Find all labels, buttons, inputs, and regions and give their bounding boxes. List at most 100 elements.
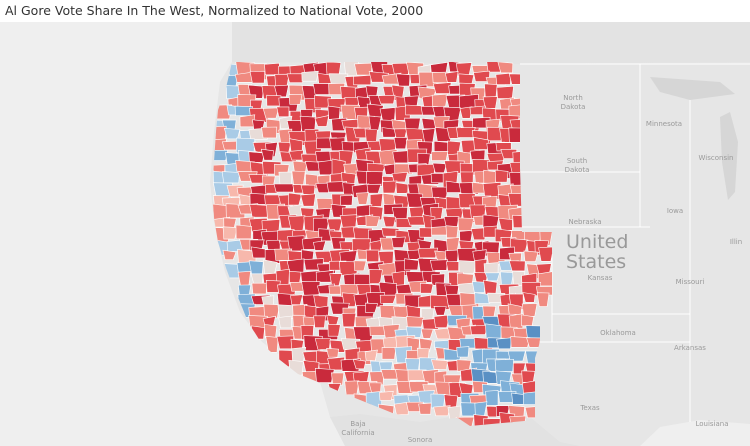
county-shape[interactable] <box>262 259 278 274</box>
county-shape[interactable] <box>278 171 293 186</box>
county-shape[interactable] <box>300 193 316 207</box>
county-shape[interactable] <box>344 380 360 396</box>
county-shape[interactable] <box>495 72 512 85</box>
county-shape[interactable] <box>459 230 473 242</box>
county-shape[interactable] <box>331 372 345 386</box>
county-shape[interactable] <box>340 194 353 206</box>
county-shape[interactable] <box>484 83 498 98</box>
county-shape[interactable] <box>471 281 486 293</box>
county-shape[interactable] <box>262 107 280 119</box>
county-shape[interactable] <box>470 324 489 335</box>
county-shape[interactable] <box>369 193 384 207</box>
county-shape[interactable] <box>327 105 341 120</box>
county-shape[interactable] <box>395 182 409 194</box>
county-shape[interactable] <box>406 192 424 208</box>
county-shape[interactable] <box>222 249 237 261</box>
county-shape[interactable] <box>286 73 305 83</box>
county-layer[interactable] <box>210 61 556 431</box>
county-shape[interactable] <box>430 294 451 310</box>
county-shape[interactable] <box>235 224 252 240</box>
county-shape[interactable] <box>273 183 294 193</box>
county-shape[interactable] <box>312 83 331 95</box>
map-view[interactable]: North Dakota Minnesota South Dakota Wisconsin… <box>0 22 750 446</box>
county-shape[interactable] <box>352 359 367 370</box>
county-shape[interactable] <box>366 183 382 194</box>
county-shape[interactable] <box>301 70 319 82</box>
county-shape[interactable] <box>314 115 330 127</box>
county-shape[interactable] <box>521 303 538 317</box>
county-shape[interactable] <box>432 162 447 174</box>
county-shape[interactable] <box>422 128 436 144</box>
county-shape[interactable] <box>264 62 280 76</box>
county-shape[interactable] <box>538 246 554 262</box>
county-shape[interactable] <box>379 294 397 304</box>
county-shape[interactable] <box>356 192 370 205</box>
county-shape[interactable] <box>327 323 341 337</box>
county-shape[interactable] <box>508 260 526 272</box>
county-shape[interactable] <box>393 401 410 415</box>
county-shape[interactable] <box>521 370 536 383</box>
county-shape[interactable] <box>260 148 274 161</box>
county-shape[interactable] <box>431 150 449 161</box>
county-shape[interactable] <box>420 328 434 339</box>
county-shape[interactable] <box>470 227 488 241</box>
county-shape[interactable] <box>456 346 470 358</box>
county-shape[interactable] <box>418 227 433 238</box>
county-shape[interactable] <box>496 337 512 350</box>
county-shape[interactable] <box>405 326 423 338</box>
county-shape[interactable] <box>368 115 382 131</box>
county-shape[interactable] <box>383 163 397 175</box>
map-canvas[interactable]: North Dakota Minnesota South Dakota Wisconsin… <box>0 22 750 446</box>
county-shape[interactable] <box>431 186 449 199</box>
county-shape[interactable] <box>482 96 498 109</box>
county-shape[interactable] <box>263 303 280 319</box>
county-shape[interactable] <box>510 336 531 348</box>
county-shape[interactable] <box>429 259 448 271</box>
county-shape[interactable] <box>261 126 278 139</box>
county-shape[interactable] <box>222 226 238 240</box>
county-shape[interactable] <box>494 358 514 372</box>
county-shape[interactable] <box>366 171 384 187</box>
county-shape[interactable] <box>458 260 477 274</box>
county-shape[interactable] <box>508 193 524 207</box>
county-shape[interactable] <box>404 258 419 271</box>
county-shape[interactable] <box>326 347 339 358</box>
county-shape[interactable] <box>445 261 460 272</box>
county-shape[interactable] <box>433 314 451 328</box>
county-shape[interactable] <box>496 85 514 99</box>
county-shape[interactable] <box>300 184 316 195</box>
county-shape[interactable] <box>485 390 499 406</box>
county-shape[interactable] <box>368 269 383 284</box>
county-shape[interactable] <box>249 204 268 218</box>
county-shape[interactable] <box>251 282 268 295</box>
county-shape[interactable] <box>459 106 473 119</box>
county-shape[interactable] <box>393 136 408 150</box>
county-shape[interactable] <box>430 393 446 409</box>
county-shape[interactable] <box>484 272 501 282</box>
county-shape[interactable] <box>417 247 439 259</box>
county-shape[interactable] <box>265 335 279 353</box>
county-shape[interactable] <box>366 162 387 173</box>
county-shape[interactable] <box>315 150 333 162</box>
county-shape[interactable] <box>312 240 327 251</box>
county-shape[interactable] <box>432 82 452 94</box>
county-shape[interactable] <box>249 70 266 84</box>
county-shape[interactable] <box>391 172 408 183</box>
county-shape[interactable] <box>523 250 539 262</box>
county-shape[interactable] <box>274 84 289 98</box>
county-shape[interactable] <box>379 390 394 401</box>
county-shape[interactable] <box>392 150 410 164</box>
county-shape[interactable] <box>536 292 550 307</box>
county-shape[interactable] <box>483 262 499 274</box>
county-shape[interactable] <box>537 271 553 287</box>
county-shape[interactable] <box>326 218 343 232</box>
county-shape[interactable] <box>365 302 379 313</box>
county-shape[interactable] <box>460 402 477 417</box>
county-shape[interactable] <box>288 149 304 161</box>
county-shape[interactable] <box>494 169 509 183</box>
county-shape[interactable] <box>365 215 381 227</box>
county-shape[interactable] <box>365 249 380 262</box>
county-shape[interactable] <box>445 225 459 239</box>
county-shape[interactable] <box>248 151 265 163</box>
county-shape[interactable] <box>508 313 524 329</box>
